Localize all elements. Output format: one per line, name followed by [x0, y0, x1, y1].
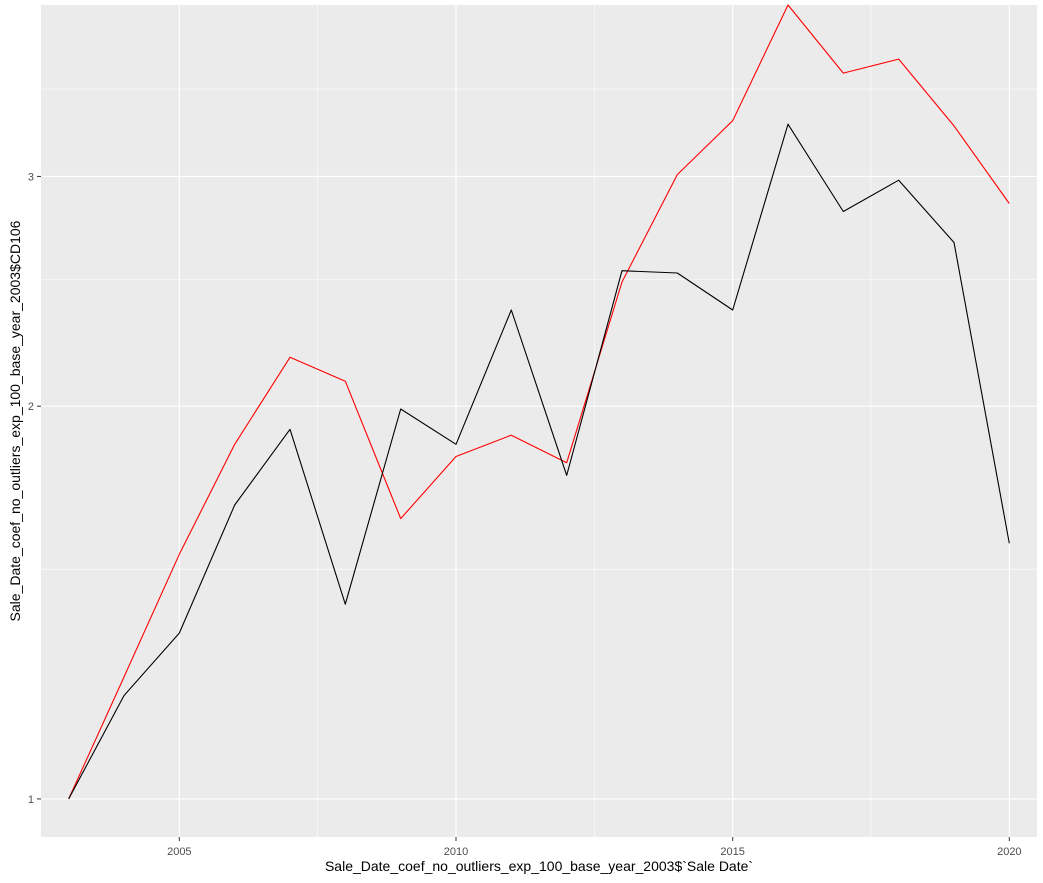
y-axis-tick-labels: 1 2 3: [28, 171, 34, 805]
series-line-2: [68, 123, 1010, 800]
x-axis-ticks: [178, 837, 1010, 841]
y-tick-label: 2: [28, 401, 34, 413]
x-tick-label: 2020: [997, 846, 1021, 858]
y-axis-ticks: [37, 175, 41, 800]
y-axis-title: Sale_Date_coef_no_outliers_exp_100_base_…: [7, 220, 23, 621]
y-tick-label: 3: [28, 171, 34, 183]
major-gridlines-x: [178, 5, 1010, 837]
y-tick-label: 1: [28, 794, 34, 806]
series-layer: [68, 4, 1010, 800]
x-tick-label: 2005: [167, 846, 191, 858]
x-axis-tick-labels: 2005 2010 2015 2020: [167, 846, 1021, 858]
plot-panel: [41, 5, 1037, 837]
minor-gridlines-x: [317, 5, 872, 837]
x-tick-label: 2010: [444, 846, 468, 858]
x-tick-label: 2015: [720, 846, 744, 858]
x-axis-title: Sale_Date_coef_no_outliers_exp_100_base_…: [325, 858, 753, 874]
major-gridlines-y: [41, 175, 1037, 800]
series-line-1: [68, 4, 1010, 800]
